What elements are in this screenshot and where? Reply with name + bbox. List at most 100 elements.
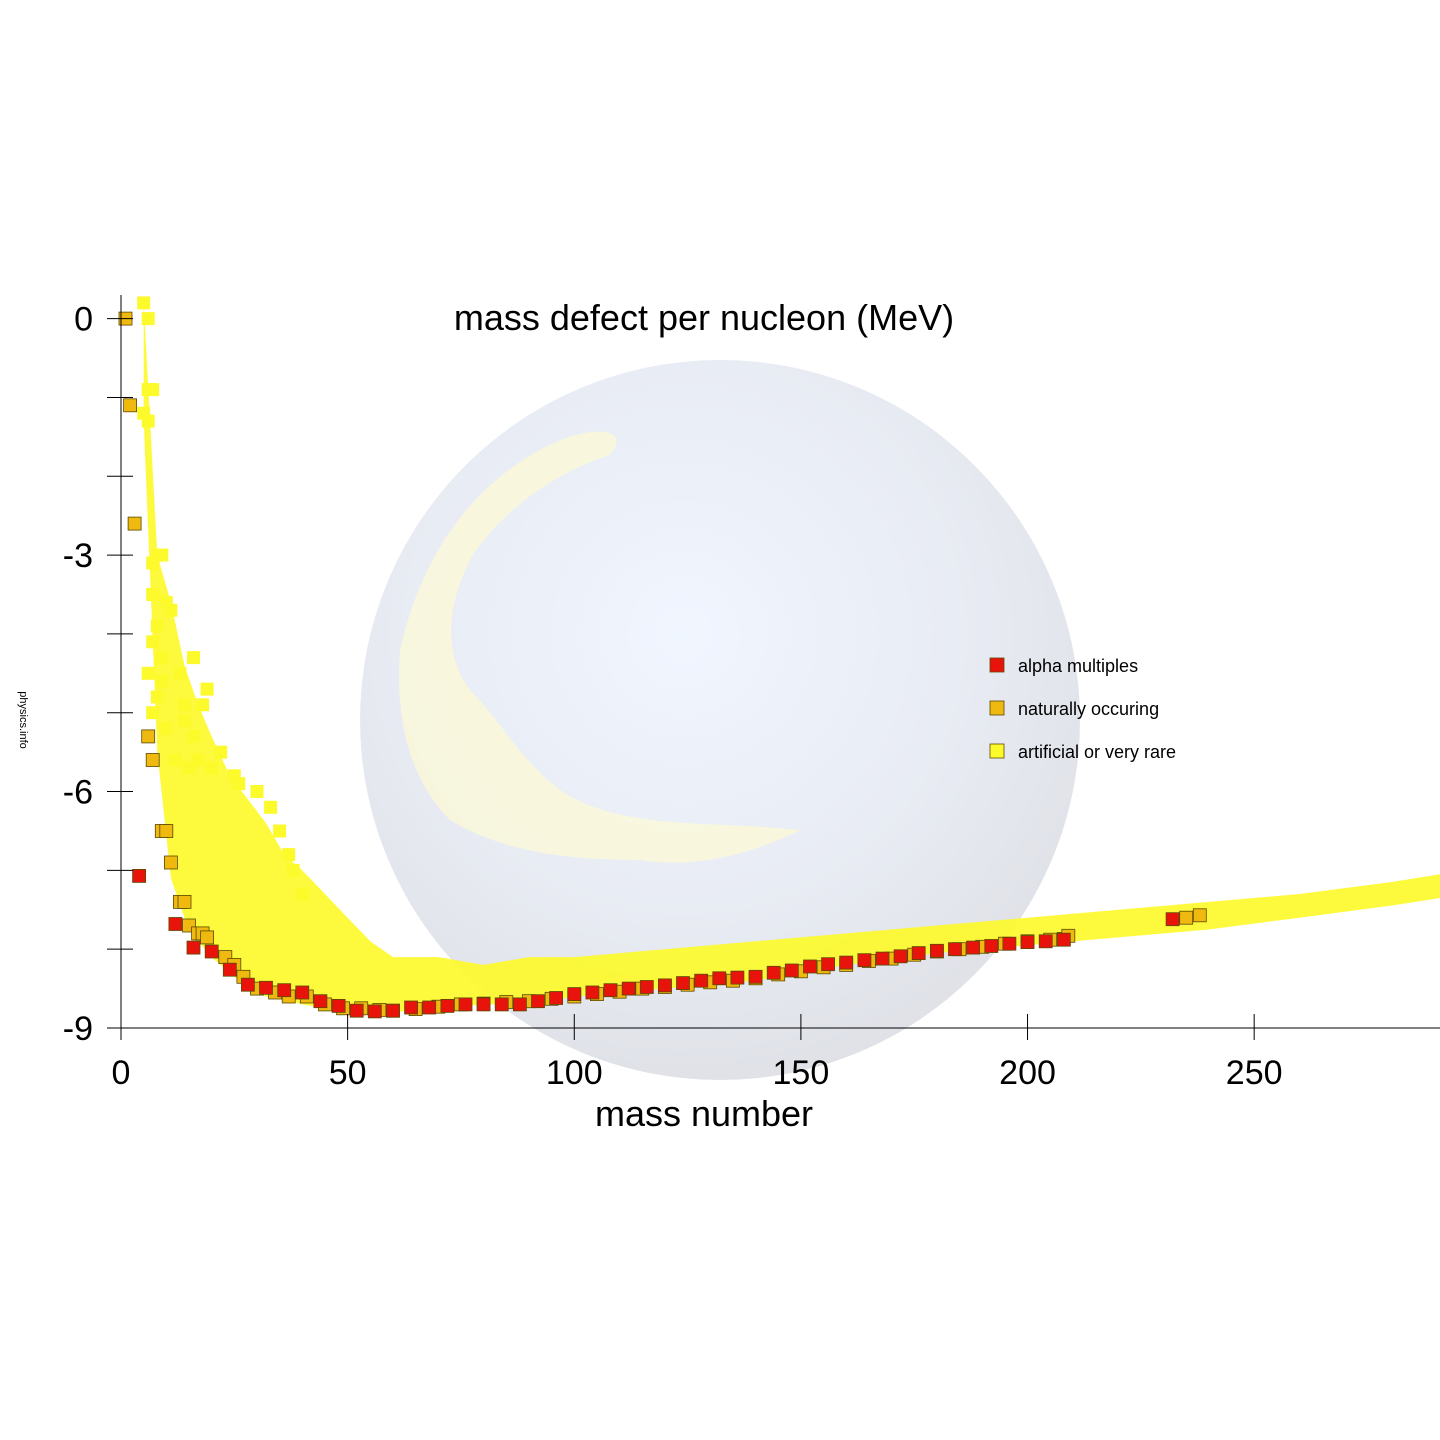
alpha-point <box>386 1003 400 1018</box>
artificial-points-layer <box>137 296 309 901</box>
natural-point <box>145 753 160 767</box>
artificial-band-layer <box>143 302 1440 1013</box>
alpha-point <box>893 949 908 964</box>
legend: alpha multiples naturally occuring artific… <box>989 656 1176 762</box>
artificial-point <box>196 698 210 712</box>
x-tick-label: 100 <box>546 1054 603 1092</box>
alpha-point <box>1020 935 1035 949</box>
alpha-point <box>1056 932 1071 947</box>
alpha-point <box>603 983 618 998</box>
alpha-point <box>658 978 672 993</box>
x-axis-title: mass number <box>595 1093 813 1134</box>
legend-label-alpha: alpha multiples <box>1018 656 1138 676</box>
artificial-point <box>155 674 169 688</box>
x-tick-label: 0 <box>112 1054 131 1092</box>
alpha-point <box>331 999 346 1013</box>
alpha-point <box>204 944 219 959</box>
alpha-point <box>857 953 872 968</box>
alpha-point <box>531 994 545 1009</box>
artificial-point <box>150 619 164 633</box>
artificial-point <box>159 722 173 735</box>
artificial-point <box>273 824 287 838</box>
artificial-point <box>214 745 228 759</box>
alpha-point <box>494 997 509 1012</box>
y-tick-label: 0 <box>74 301 93 339</box>
alpha-point <box>839 955 854 970</box>
alpha-point <box>621 981 636 996</box>
axes: 0 50 100 150 200 250 0 -3 -6 -9 <box>63 295 1440 1092</box>
alpha-point <box>821 957 835 972</box>
alpha-point <box>930 943 944 958</box>
alpha-point <box>730 970 745 985</box>
artificial-point <box>141 312 155 326</box>
x-tick-label: 50 <box>329 1054 367 1092</box>
artificial-point <box>178 698 191 712</box>
artificial-point <box>264 800 278 814</box>
natural-point <box>127 516 142 531</box>
artificial-point <box>178 714 191 728</box>
artificial-point <box>150 690 164 704</box>
chart-title: mass defect per nucleon (MeV) <box>454 297 954 338</box>
artificial-point <box>187 651 200 665</box>
artificial-point <box>200 682 214 696</box>
y-tick-label: -6 <box>63 774 93 812</box>
artificial-point <box>146 706 160 720</box>
globe-shape <box>360 360 1080 1080</box>
alpha-point <box>966 940 980 955</box>
artificial-point <box>173 666 187 680</box>
natural-point <box>123 398 137 413</box>
y-axis-ticks: 0 -3 -6 -9 <box>63 301 133 1048</box>
alpha-point <box>440 999 455 1013</box>
artificial-point <box>182 761 196 775</box>
alpha-point <box>784 963 799 978</box>
natural-point <box>159 824 174 838</box>
natural-point <box>163 855 178 870</box>
alpha-point <box>803 959 817 974</box>
x-tick-label: 150 <box>773 1054 830 1092</box>
alpha-points-layer <box>132 869 1180 1019</box>
natural-point <box>1179 910 1194 925</box>
artificial-point <box>286 863 300 877</box>
natural-point <box>1192 908 1207 923</box>
alpha-point <box>748 969 763 984</box>
alpha-point <box>567 987 582 1001</box>
artificial-point <box>146 588 160 601</box>
alpha-point <box>513 997 527 1012</box>
artificial-point <box>187 729 200 743</box>
alpha-point <box>1038 934 1053 949</box>
alpha-point <box>349 1003 364 1018</box>
x-axis-ticks: 0 50 100 150 200 250 <box>112 1014 1283 1092</box>
alpha-point <box>458 997 473 1012</box>
artificial-point <box>155 651 169 665</box>
alpha-point <box>476 997 491 1012</box>
alpha-point <box>639 980 654 994</box>
alpha-point <box>422 1000 437 1015</box>
alpha-point <box>1165 912 1180 927</box>
artificial-point <box>295 887 309 901</box>
natural-point <box>200 930 215 945</box>
alpha-point <box>948 942 962 957</box>
natural-point <box>177 895 192 909</box>
alpha-point <box>694 973 709 988</box>
alpha-point <box>875 951 890 966</box>
globe-background <box>360 360 1080 1080</box>
natural-point <box>141 729 156 744</box>
alpha-point <box>295 985 310 1000</box>
legend-swatch-alpha <box>989 657 1005 673</box>
legend-swatch-artificial <box>989 743 1005 759</box>
alpha-point <box>240 977 255 992</box>
alpha-point <box>911 946 926 960</box>
alpha-point <box>222 962 237 977</box>
legend-label-natural: naturally occuring <box>1018 699 1159 719</box>
y-tick-label: -3 <box>63 537 93 575</box>
alpha-point <box>766 965 781 980</box>
alpha-point <box>1002 936 1017 951</box>
artificial-point <box>141 414 155 428</box>
legend-label-artificial: artificial or very rare <box>1018 742 1176 762</box>
alpha-point <box>186 940 201 955</box>
artificial-point <box>155 548 169 562</box>
alpha-point <box>313 994 328 1009</box>
alpha-point <box>132 869 147 883</box>
alpha-point <box>676 976 690 990</box>
